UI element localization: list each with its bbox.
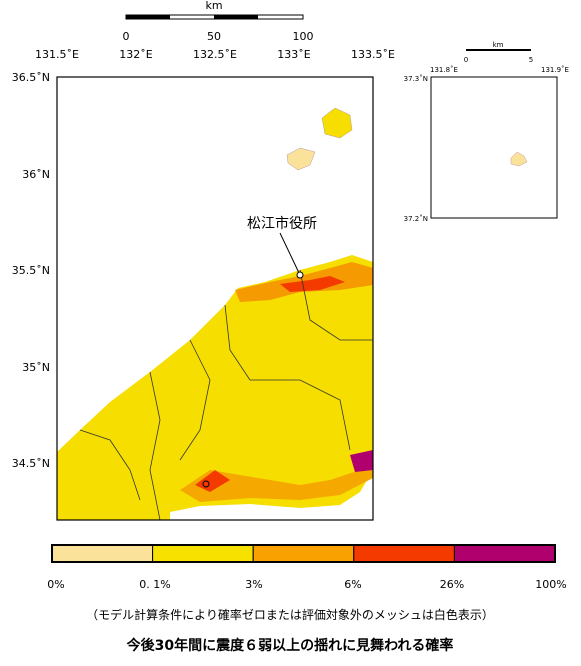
title: 今後30年間に震度６弱以上の揺れに見舞われる確率 bbox=[126, 637, 454, 654]
scale-tick: 100 bbox=[293, 30, 314, 43]
inset-scale-unit: km bbox=[493, 41, 504, 49]
legend-label: 0% bbox=[47, 578, 64, 591]
inset-lon-label: 131.8˚E bbox=[430, 66, 458, 74]
lat-label: 35.5˚N bbox=[12, 264, 50, 277]
lat-label: 36˚N bbox=[22, 168, 50, 181]
scale-unit: km bbox=[205, 0, 222, 12]
legend-swatch bbox=[453, 544, 556, 563]
scale-tick: 50 bbox=[207, 30, 221, 43]
lon-label: 133.5˚E bbox=[351, 48, 395, 61]
lon-label: 131.5˚E bbox=[35, 48, 79, 61]
legend-label: 6% bbox=[344, 578, 361, 591]
inset-lon-label: 131.9˚E bbox=[541, 66, 569, 74]
inset-scale-tick: 5 bbox=[529, 56, 533, 64]
legend-swatch bbox=[353, 544, 455, 563]
legend-swatch bbox=[252, 544, 355, 563]
legend-frame bbox=[51, 544, 556, 563]
note: （モデル計算条件により確率ゼロまたは評価対象外のメッシュは白色表示） bbox=[86, 607, 494, 622]
scale-bar: km 0 50 100 bbox=[123, 0, 314, 43]
inset-lat-label: 37.2˚N bbox=[404, 215, 428, 223]
legend-label: 26% bbox=[440, 578, 464, 591]
inset-map: km 0 5 131.8˚E 131.9˚E 37.3˚N 37.2˚N bbox=[404, 41, 569, 223]
legend-label: 0. 1% bbox=[139, 578, 170, 591]
lon-label: 132.5˚E bbox=[193, 48, 237, 61]
lon-label: 133˚E bbox=[277, 48, 310, 61]
inset-scale-tick: 0 bbox=[464, 56, 468, 64]
lat-label: 36.5˚N bbox=[12, 71, 50, 84]
legend: 0% 0. 1% 3% 6% 26% 100% bbox=[47, 544, 567, 591]
scale-tick: 0 bbox=[123, 30, 130, 43]
place-label: 松江市役所 bbox=[247, 215, 317, 232]
lat-label: 35˚N bbox=[22, 361, 50, 374]
lon-label: 132˚E bbox=[119, 48, 152, 61]
legend-swatch bbox=[51, 544, 154, 563]
lat-label: 34.5˚N bbox=[12, 457, 50, 470]
legend-label: 100% bbox=[535, 578, 566, 591]
legend-label: 3% bbox=[245, 578, 262, 591]
legend-swatch bbox=[152, 544, 254, 563]
inset-lat-label: 37.3˚N bbox=[404, 75, 428, 83]
main-map: 松江市役所 131.5˚E 132˚E 132.5˚E 133˚E 133.5˚… bbox=[12, 48, 395, 521]
